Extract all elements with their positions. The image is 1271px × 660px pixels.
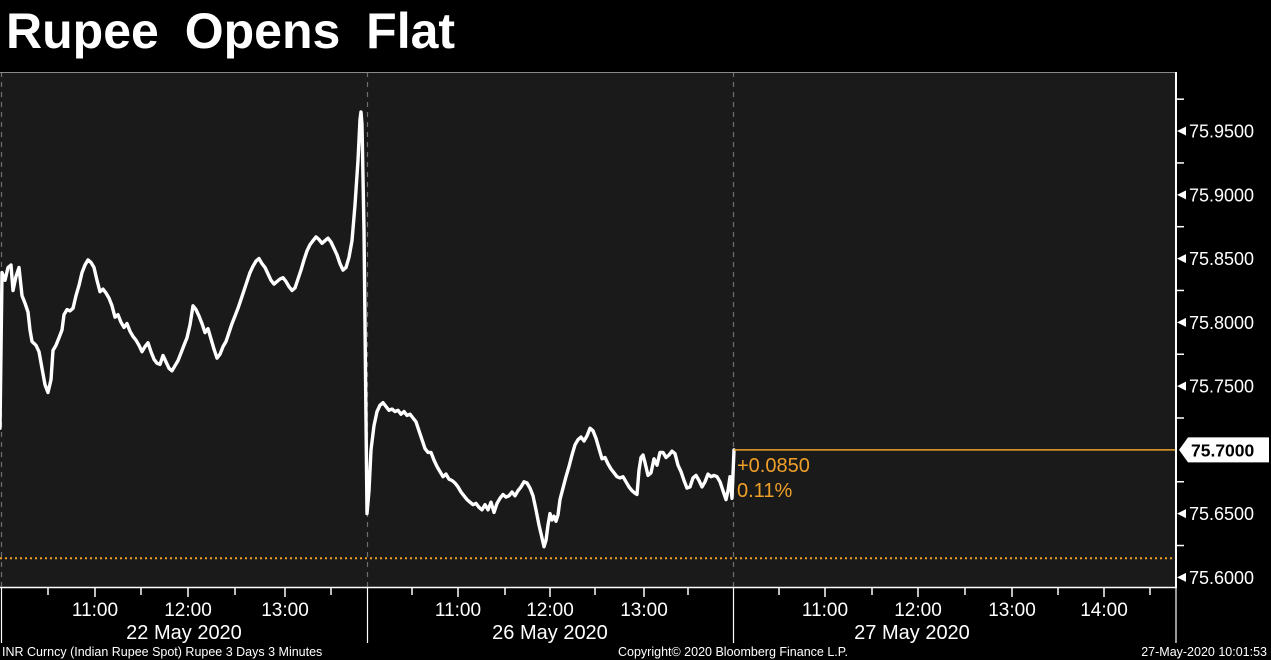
time-label: 11:00 [72,600,118,621]
page-title: Rupee Opens Flat [6,3,456,59]
time-label: 13:00 [620,600,668,621]
time-label: 13:00 [988,600,1036,621]
plot-area[interactable] [0,72,1177,588]
y-axis-tick-arrow [1177,381,1186,391]
price-line [0,110,736,549]
last-price-flag [1179,437,1269,463]
price-chart[interactable]: +0.0850 0.11% 75.9500 75.9000 75.8500 75.8000… [0,72,1271,645]
y-axis-tick-arrow [1177,254,1186,264]
copyright-label: Copyright© 2020 Bloomberg Finance L.P. [618,645,848,659]
y-axis-label: 75.8500 [1189,249,1254,269]
date-label: 22 May 2020 [126,622,242,644]
y-axis-tick-arrow [1177,190,1186,200]
time-label: 13:00 [261,600,309,621]
y-axis-label: 75.6000 [1189,568,1254,588]
y-axis-label: 75.9000 [1189,185,1254,205]
date-label: 27 May 2020 [854,622,970,644]
change-annotation: +0.0850 [737,455,810,477]
y-axis-label: 75.9500 [1189,122,1254,142]
y-axis-label: 75.7500 [1189,377,1254,397]
change-pct-annotation: 0.11% [737,480,792,502]
time-label: 14:00 [1080,600,1128,621]
timestamp-label: 27-May-2020 10:01:53 [1141,645,1267,659]
chart-canvas[interactable]: +0.0850 0.11% 75.9500 75.9000 75.8500 75.8000… [0,72,1271,645]
instrument-label: INR Curncy (Indian Rupee Spot) Rupee 3 D… [2,645,323,659]
date-label: 26 May 2020 [492,622,608,644]
y-axis-tick-arrow [1177,572,1186,582]
y-axis-tick-arrow [1177,126,1186,136]
time-label: 11:00 [435,600,481,621]
time-label: 12:00 [894,600,942,621]
y-axis-label: 75.8000 [1189,313,1254,333]
y-axis-label: 75.6500 [1189,504,1254,524]
y-axis-tick-arrow [1177,509,1186,519]
time-label: 12:00 [164,600,212,621]
time-label: 12:00 [526,600,574,621]
status-bar: INR Curncy (Indian Rupee Spot) Rupee 3 D… [0,645,1271,660]
last-price-flag-label: 75.7000 [1191,440,1255,460]
time-label: 11:00 [802,600,848,621]
y-axis-tick-arrow [1177,317,1186,327]
